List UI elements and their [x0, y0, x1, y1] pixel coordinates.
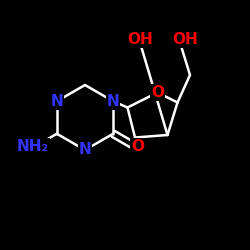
Text: N: N [107, 94, 120, 109]
Text: NH₂: NH₂ [17, 139, 49, 154]
Text: OH: OH [127, 32, 153, 48]
Text: O: O [151, 85, 164, 100]
Text: N: N [50, 94, 63, 109]
Text: OH: OH [172, 32, 198, 48]
Text: N: N [78, 142, 92, 158]
Text: O: O [131, 139, 144, 154]
